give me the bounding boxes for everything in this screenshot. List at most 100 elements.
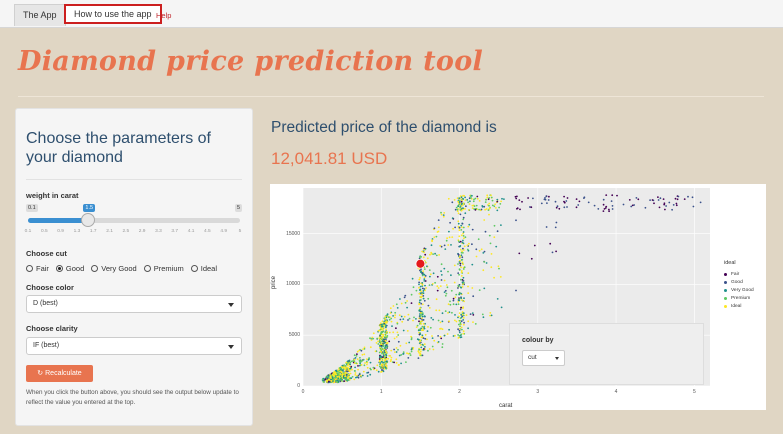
color-select[interactable]: D (best) — [26, 295, 242, 313]
scatter-point — [677, 195, 680, 198]
scatter-point — [447, 312, 449, 314]
scatter-point — [458, 235, 461, 238]
cut-option-good[interactable]: Good — [55, 264, 84, 273]
scatter-point — [437, 341, 440, 343]
colour-by-select[interactable]: cut — [522, 350, 565, 366]
scatter-point — [463, 297, 465, 300]
tab-the-app[interactable]: The App — [14, 4, 66, 26]
scatter-point — [326, 377, 329, 380]
scatter-point — [385, 326, 387, 329]
scatter-point — [376, 337, 379, 340]
scatter-point — [469, 200, 471, 203]
scatter-point — [471, 243, 473, 246]
scatter-point — [366, 372, 368, 374]
scatter-point — [441, 328, 444, 331]
tab-help[interactable]: Help — [156, 11, 172, 20]
recalculate-label: Recalculate — [45, 370, 82, 377]
scatter-point — [459, 209, 462, 211]
scatter-point — [422, 270, 424, 272]
scatter-point — [330, 380, 333, 382]
cut-radio-group: Fair Good Very Good Premium Ideal — [26, 264, 217, 273]
scatter-point — [421, 272, 424, 274]
scatter-point — [408, 341, 411, 344]
scatter-point — [462, 216, 465, 219]
scatter-point — [499, 276, 502, 278]
slider-tick-label: 3.7 — [171, 229, 179, 234]
scatter-point — [481, 205, 484, 207]
scatter-point — [383, 367, 386, 370]
scatter-point — [419, 255, 422, 258]
scatter-point — [583, 196, 586, 199]
legend-item: Ideal — [724, 302, 754, 310]
x-tick-label: 5 — [692, 389, 696, 395]
scatter-point — [389, 307, 392, 310]
scatter-point — [455, 293, 458, 296]
scatter-point — [329, 375, 332, 378]
scatter-point — [381, 348, 384, 350]
scatter-point — [457, 263, 459, 265]
tab-how-to-use[interactable]: How to use the app — [64, 4, 162, 24]
scatter-point — [605, 205, 608, 208]
cut-option-fair[interactable]: Fair — [26, 264, 49, 273]
scatter-point — [384, 333, 387, 336]
scatter-point — [406, 330, 409, 332]
scatter-point — [460, 271, 463, 274]
scatter-point — [464, 212, 467, 215]
scatter-point — [457, 253, 460, 255]
scatter-point — [449, 221, 451, 224]
scatter-point — [328, 380, 330, 383]
tab-bar: The App How to use the app Help — [0, 0, 783, 28]
scatter-point — [387, 316, 390, 319]
scatter-point — [397, 334, 400, 336]
cut-option-premium[interactable]: Premium — [143, 264, 184, 273]
scatter-point — [485, 208, 488, 210]
prediction-value: 12,041.81 USD — [271, 149, 388, 168]
scatter-point — [445, 239, 448, 242]
legend-dot — [724, 296, 727, 300]
scatter-point — [434, 252, 436, 255]
recalculate-button[interactable]: ↻ Recalculate — [26, 365, 93, 382]
scatter-point — [459, 262, 462, 265]
scatter-point — [460, 266, 462, 269]
scatter-point — [419, 315, 422, 317]
scatter-point — [446, 333, 449, 335]
scatter-point — [421, 320, 423, 323]
scatter-point — [423, 280, 426, 282]
legend-item: Premium — [724, 294, 754, 302]
weight-slider-track[interactable] — [28, 218, 240, 223]
scatter-point — [441, 312, 444, 315]
scatter-point — [458, 299, 460, 302]
scatter-point — [456, 210, 459, 212]
weight-slider-handle[interactable] — [81, 213, 96, 227]
scatter-point — [327, 374, 330, 377]
scatter-point — [421, 325, 424, 328]
scatter-point — [338, 375, 340, 378]
scatter-point — [423, 299, 426, 302]
scatter-point — [390, 320, 393, 323]
scatter-point — [463, 194, 465, 197]
scatter-point — [464, 199, 467, 201]
scatter-point — [478, 249, 481, 252]
scatter-point — [449, 303, 452, 306]
clarity-select[interactable]: IF (best) — [26, 337, 242, 355]
scatter-point — [457, 303, 460, 305]
scatter-point — [490, 196, 493, 199]
scatter-point — [420, 268, 422, 270]
scatter-point — [403, 296, 406, 299]
scatter-point — [476, 197, 479, 200]
scatter-point — [447, 270, 449, 273]
scatter-point — [388, 318, 391, 321]
scatter-point — [385, 362, 388, 365]
scatter-point — [637, 198, 640, 201]
scatter-point — [353, 378, 356, 381]
scatter-point — [370, 339, 373, 341]
scatter-point — [488, 204, 490, 207]
scatter-point — [349, 367, 351, 370]
scatter-point — [396, 307, 399, 309]
cut-option-very-good[interactable]: Very Good — [91, 264, 137, 273]
scatter-point — [462, 232, 464, 235]
scatter-point — [333, 377, 336, 379]
scatter-point — [409, 354, 412, 356]
cut-option-ideal[interactable]: Ideal — [190, 264, 217, 273]
scatter-point — [348, 370, 351, 373]
